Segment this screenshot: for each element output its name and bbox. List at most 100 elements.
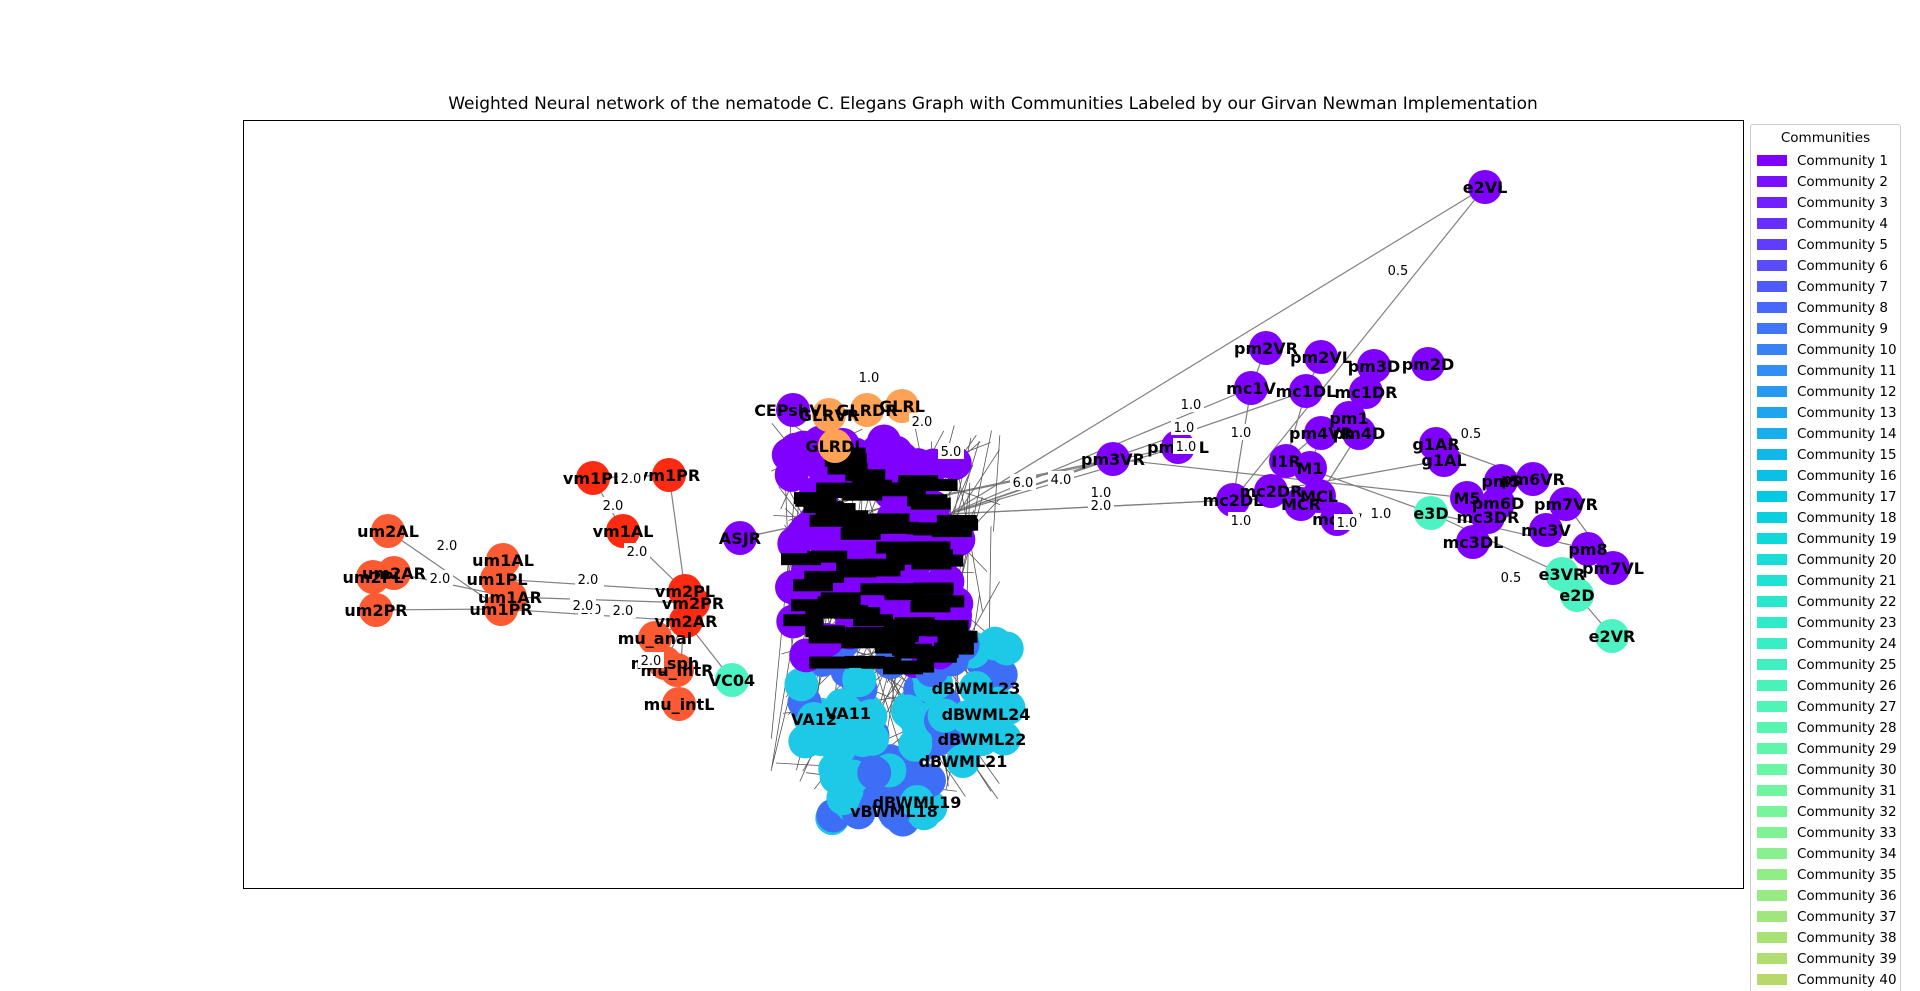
- node: [831, 696, 865, 730]
- edge-weight-label: 6.0: [1013, 476, 1034, 491]
- node-label: GLRL: [879, 397, 925, 416]
- legend-item: Community 26: [1757, 675, 1897, 696]
- edge-weight-label: 4.0: [1051, 473, 1072, 488]
- legend-label: Community 3: [1797, 194, 1889, 211]
- node-label: e3VR: [1539, 565, 1586, 584]
- legend-label: Community 15: [1797, 446, 1897, 463]
- node-label: vBWML18: [850, 802, 938, 821]
- legend-swatch: [1757, 176, 1787, 187]
- legend-item: Community 6: [1757, 255, 1888, 276]
- hub-node: [822, 730, 857, 765]
- edge-label-bg: [1334, 514, 1360, 530]
- edge-label-bg: [600, 497, 626, 513]
- node: [818, 429, 852, 463]
- edge-weight-label: 1.0: [1371, 507, 1392, 522]
- legend-item: Community 21: [1757, 570, 1897, 591]
- edge: [1112, 458, 1468, 499]
- edge-label-bg: [1228, 512, 1254, 528]
- node-label: e2VR: [1589, 627, 1636, 646]
- legend-item: Community 34: [1757, 843, 1897, 864]
- hub-label-mass: [804, 570, 845, 583]
- legend-swatch: [1757, 974, 1787, 985]
- node: [356, 560, 390, 594]
- hub-node: [842, 661, 877, 696]
- node-label: VC04: [709, 671, 755, 690]
- legend-item: Community 39: [1757, 948, 1897, 969]
- edge-weight-label: 2.0: [627, 545, 648, 560]
- hub-label-mass: [928, 619, 969, 632]
- node-label: um1PL: [466, 570, 527, 589]
- node-label: VA11: [825, 704, 871, 723]
- legend-label: Community 1: [1797, 152, 1889, 169]
- hub-label-mass: [910, 541, 951, 554]
- hub-edge: [993, 435, 1001, 532]
- node: [1357, 349, 1391, 383]
- legend-label: Community 18: [1797, 509, 1897, 526]
- node: [359, 593, 393, 627]
- edge: [1430, 512, 1589, 550]
- legend-swatch: [1757, 701, 1787, 712]
- hub-label-mass: [918, 646, 959, 659]
- legend-swatch: [1757, 575, 1787, 586]
- edge-weight-label: 0.5: [1388, 264, 1409, 279]
- edge: [375, 608, 502, 611]
- edge-weight-label: 2.0: [641, 654, 662, 669]
- edge-weight-label: 1.0: [1231, 426, 1252, 441]
- legend-item: Community 17: [1757, 486, 1897, 507]
- legend-item: Community 40: [1757, 969, 1897, 990]
- legend-swatch: [1757, 617, 1787, 628]
- node-label: mc3DL: [1443, 533, 1504, 552]
- node-label: pm6VR: [1501, 470, 1565, 489]
- legend-swatch: [1757, 911, 1787, 922]
- legend-item: Community 35: [1757, 864, 1897, 885]
- plot-frame: e2VL pm2VR pm2VL pm3D pm2D mc1V mc1DL mc1DR pm4V…: [243, 120, 1744, 889]
- hub-label-mass: [840, 607, 881, 620]
- legend-swatch: [1757, 680, 1787, 691]
- node: [660, 653, 694, 687]
- edge-label-bg: [1498, 569, 1524, 585]
- node: [662, 687, 696, 721]
- edge-label-bg: [570, 597, 596, 613]
- node-label: mc3V: [1521, 521, 1571, 540]
- edge-label-layer: 0.5 1.0 1.0 1.0 1.0 6.0 4.0 1.0 2.0 1.0 0.5 0.5 1.0 1…: [427, 262, 1524, 669]
- hub-node: [883, 444, 918, 479]
- legend-label: Community 4: [1797, 215, 1889, 232]
- figure-title: Weighted Neural network of the nematode …: [448, 94, 1538, 114]
- node-label: pm3VR: [1081, 450, 1145, 469]
- edge: [1430, 512, 1563, 575]
- node-label: pm4VR: [1289, 424, 1353, 443]
- hub-label-mass: [861, 656, 902, 669]
- legend-item: Community 22: [1757, 591, 1897, 612]
- legend-swatch: [1757, 827, 1787, 838]
- hub-label-mass: [805, 606, 846, 619]
- legend-item: Community 31: [1757, 780, 1897, 801]
- edge-weight-label: 1.0: [1231, 514, 1252, 529]
- legend-label: Community 36: [1797, 887, 1897, 904]
- legend-label: Community 21: [1797, 572, 1897, 589]
- legend-item: Community 30: [1757, 759, 1897, 780]
- node: [1411, 347, 1445, 381]
- node-label: MCL: [1300, 487, 1338, 506]
- node-label: GLRDR: [836, 401, 897, 420]
- legend-swatch: [1757, 491, 1787, 502]
- node-label: um1AL: [472, 551, 534, 570]
- hub-node: [826, 781, 861, 816]
- legend-label: Community 34: [1797, 845, 1897, 862]
- hub-label-mass: [875, 641, 916, 654]
- legend-item: Community 11: [1757, 360, 1897, 381]
- node: [1456, 525, 1490, 559]
- legend-item: Community 36: [1757, 885, 1897, 906]
- hub-label-mass: [840, 527, 881, 540]
- edge-label-bg: [1178, 396, 1204, 412]
- hub-node: [927, 698, 962, 733]
- node: [1216, 483, 1250, 517]
- legend-label: Community 29: [1797, 740, 1897, 757]
- legend-label: Community 39: [1797, 950, 1897, 967]
- node: [797, 702, 831, 736]
- edge-weight-label: 2.0: [603, 499, 624, 514]
- edge-label-bg: [618, 470, 644, 486]
- legend-swatch: [1757, 932, 1787, 943]
- hub-node: [857, 755, 892, 790]
- hub-label-mass: [924, 595, 965, 608]
- legend-label: Community 28: [1797, 719, 1897, 736]
